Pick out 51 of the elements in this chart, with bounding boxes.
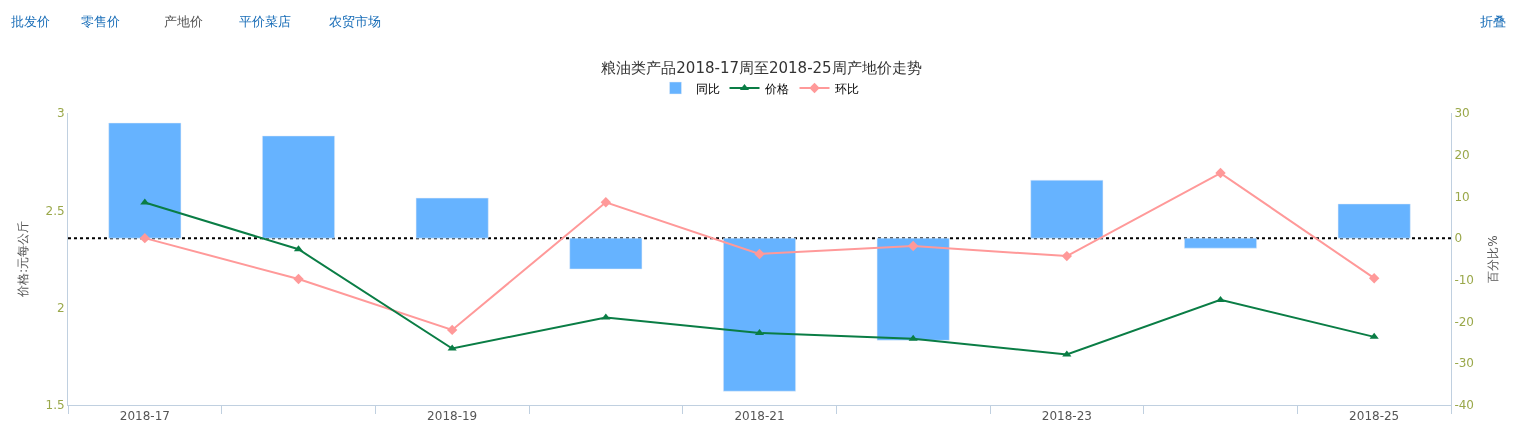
bar [569,237,643,270]
y-tick-label: 2 [56,300,65,315]
bar [876,237,950,341]
y-tick-label: 3 [56,106,65,121]
bar [1030,179,1104,239]
x-tick-label: 2018-19 [427,409,478,424]
chart-title: 粮油类产品2018-17周至2018-25周产地价走势 [601,59,922,78]
bar [1184,237,1257,249]
legend-label: 价格 [763,81,789,96]
text: 平价菜店 [239,14,291,29]
y-axis-title: 价格:元每公斤 [15,220,30,299]
y2-tick-label: -40 [1454,398,1475,413]
y-tick-label: 1.5 [45,398,65,413]
y2-tick-label: -20 [1454,314,1475,329]
x-tick-label: 2018-17 [119,409,170,424]
y2-tick-label: -30 [1454,356,1475,371]
point [754,248,765,260]
point [140,198,150,205]
legend-label: 环比 [834,81,859,96]
point [1369,332,1379,339]
point [907,240,919,252]
y2-axis-title: 百分比% [1485,235,1500,283]
bar [262,135,335,239]
x-tick-label: 2018-25 [1349,409,1400,424]
point [600,197,612,208]
point [1215,167,1226,179]
y2-tick-label: -10 [1454,273,1475,288]
bar [1337,203,1411,239]
point [1368,272,1380,284]
legend-label: 同比 [695,81,720,96]
y2-tick-label: 30 [1454,106,1470,121]
x-tick-label: 2018-21 [734,409,785,424]
text: 折叠 [1480,14,1506,29]
y-tick-label: 2.5 [45,203,65,218]
bar [723,237,796,392]
x-tick-label: 2018-23 [1041,409,1092,424]
text: 零售价 [81,14,120,29]
y2-tick-label: 20 [1454,147,1470,162]
y2-tick-label: 10 [1454,189,1470,204]
point [908,334,918,341]
bar [108,122,182,239]
y2-tick-label: 0 [1454,231,1463,246]
point [139,232,151,244]
point [1061,250,1073,262]
point [447,344,457,351]
point [446,324,458,336]
point [293,273,304,285]
bar [415,197,489,239]
text: 产地价 [164,14,203,29]
text: 农贸市场 [329,14,381,29]
text: 批发价 [11,14,50,29]
